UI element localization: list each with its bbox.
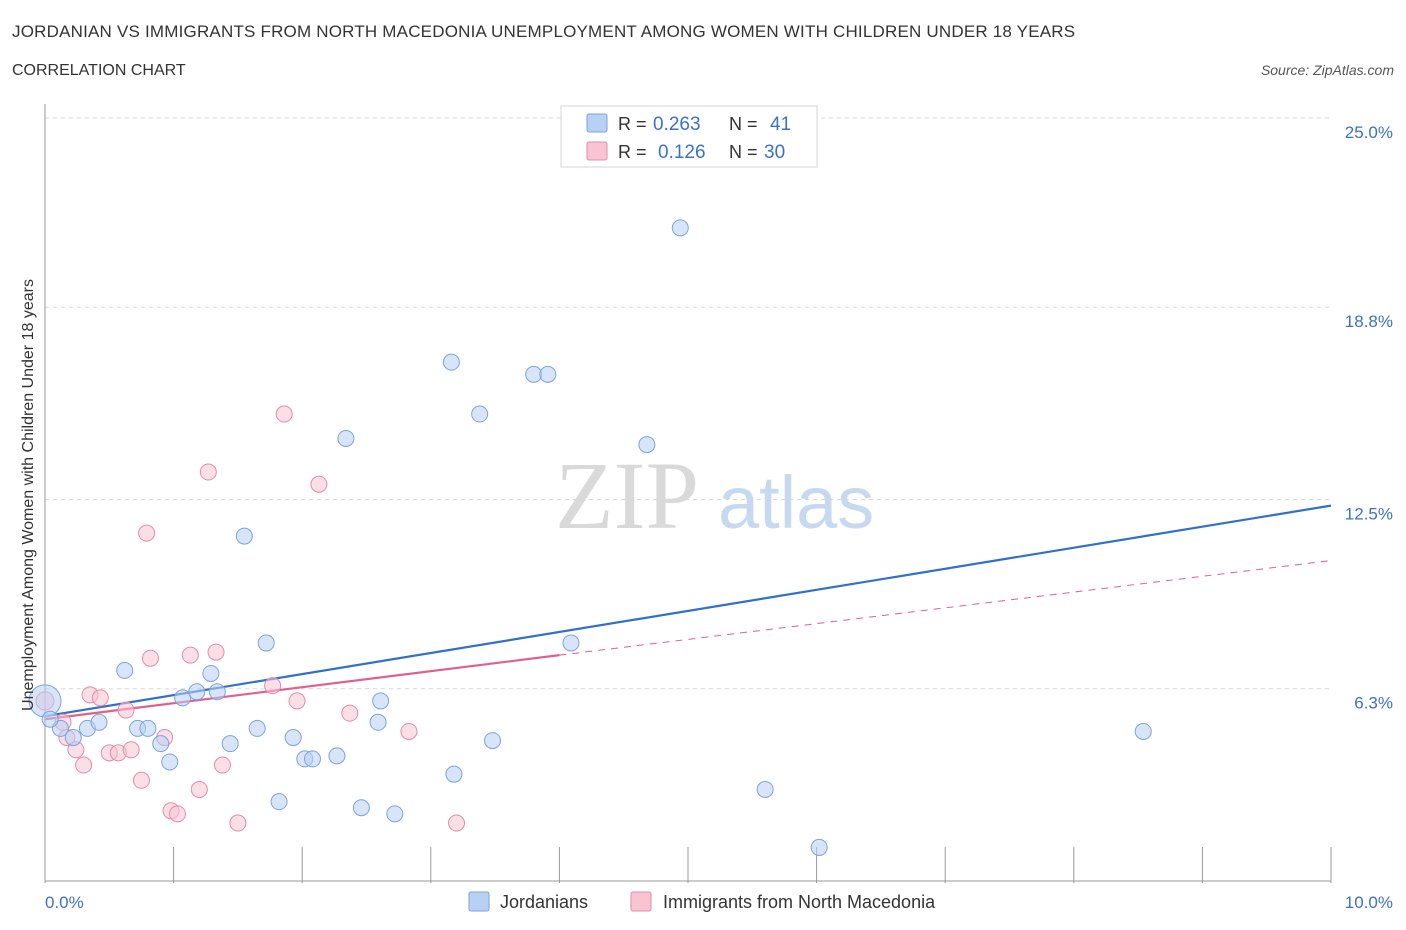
point-immigrants [199, 463, 217, 481]
point-jordanians [445, 765, 463, 783]
tick-labels: 6.3% 12.5% 18.8% 25.0% 0.0% 10.0% [45, 123, 1393, 912]
legend-bottom-swatch-blue [468, 891, 490, 912]
x-tick-label: 0.0% [45, 893, 84, 912]
legend-n-value: 30 [764, 142, 785, 163]
point-jordanians [810, 838, 828, 856]
trend-line-immigrants-extension [559, 560, 1332, 656]
point-immigrants [181, 646, 199, 664]
legend-bottom-swatch-pink [630, 891, 652, 912]
legend-r-label: R = [618, 142, 647, 162]
point-immigrants [138, 524, 156, 542]
point-jordanians [174, 689, 192, 707]
gridlines [45, 117, 1331, 690]
legend-n-label: N = [729, 114, 758, 134]
chart-title: JORDANIAN VS IMMIGRANTS FROM NORTH MACED… [12, 22, 1076, 41]
point-jordanians [484, 732, 502, 750]
axes [44, 104, 1332, 883]
y-tick-label: 18.8% [1345, 312, 1393, 331]
watermark: ZIP atlas [555, 442, 874, 549]
legend-n-value: 41 [770, 114, 791, 135]
chart-subtitle: CORRELATION CHART [12, 62, 186, 79]
point-jordanians [248, 719, 266, 737]
point-jordanians [638, 436, 656, 454]
trend-line-jordanians [44, 504, 1332, 718]
point-jordanians [442, 353, 460, 371]
point-jordanians [270, 793, 288, 811]
legend-bottom: Jordanians Immigrants from North Macedon… [468, 891, 936, 912]
point-immigrants [264, 677, 282, 695]
point-immigrants [168, 805, 186, 823]
x-tick-label: 10.0% [1345, 893, 1393, 912]
point-immigrants [207, 643, 225, 661]
watermark-zip: ZIP [555, 442, 699, 549]
point-jordanians [64, 729, 82, 747]
legend-r-label: R = [618, 114, 647, 134]
legend-r-value: 0.126 [658, 142, 706, 163]
point-immigrants [132, 771, 150, 789]
legend-top: R = 0.263 N = 41 R = 0.126 N = 30 [560, 105, 818, 168]
point-jordanians [671, 219, 689, 237]
point-jordanians [386, 805, 404, 823]
point-jordanians [257, 634, 275, 652]
point-jordanians [116, 661, 134, 679]
point-jordanians [328, 747, 346, 765]
series-jordanians-points [28, 219, 1152, 856]
point-jordanians [284, 729, 302, 747]
y-tick-label: 25.0% [1345, 123, 1393, 142]
point-jordanians [161, 753, 179, 771]
legend-n-label: N = [729, 142, 758, 162]
point-jordanians [562, 634, 580, 652]
legend-bottom-label-jordanians: Jordanians [500, 892, 588, 912]
point-immigrants [288, 692, 306, 710]
point-jordanians [139, 719, 157, 737]
point-immigrants [117, 701, 135, 719]
point-jordanians [152, 735, 170, 753]
point-jordanians [539, 365, 557, 383]
legend-bottom-label-immigrants: Immigrants from North Macedonia [663, 892, 936, 912]
legend-swatch-blue [586, 113, 608, 133]
point-immigrants [448, 814, 466, 832]
point-immigrants [310, 475, 328, 493]
point-immigrants [341, 704, 359, 722]
point-jordanians [303, 750, 321, 768]
point-immigrants [229, 814, 247, 832]
point-jordanians [90, 713, 108, 731]
point-jordanians [352, 799, 370, 817]
point-jordanians [221, 735, 239, 753]
point-jordanians [337, 429, 355, 447]
point-jordanians [202, 664, 220, 682]
watermark-atlas: atlas [718, 461, 874, 544]
point-immigrants [400, 722, 418, 740]
point-jordanians [41, 710, 59, 728]
point-jordanians [1134, 722, 1152, 740]
point-jordanians [235, 527, 253, 545]
point-immigrants [75, 756, 93, 774]
point-immigrants [190, 780, 208, 798]
legend-swatch-pink [586, 141, 608, 161]
point-immigrants [122, 741, 140, 759]
point-immigrants [213, 756, 231, 774]
point-jordanians [756, 780, 774, 798]
point-jordanians [525, 365, 543, 383]
point-jordanians [471, 405, 489, 423]
point-jordanians [369, 713, 387, 731]
point-immigrants [141, 649, 159, 667]
point-jordanians [188, 683, 206, 701]
point-immigrants [275, 405, 293, 423]
point-jordanians [372, 692, 390, 710]
source-label: Source: ZipAtlas.com [1260, 62, 1394, 78]
y-tick-label: 6.3% [1354, 694, 1393, 713]
y-tick-label: 12.5% [1345, 505, 1393, 524]
y-axis-title: Unemployment Among Women with Children U… [20, 279, 37, 711]
point-immigrants [91, 689, 109, 707]
legend-r-value: 0.263 [653, 114, 701, 135]
point-jordanians [208, 683, 226, 701]
series-immigrants-points [35, 405, 466, 832]
